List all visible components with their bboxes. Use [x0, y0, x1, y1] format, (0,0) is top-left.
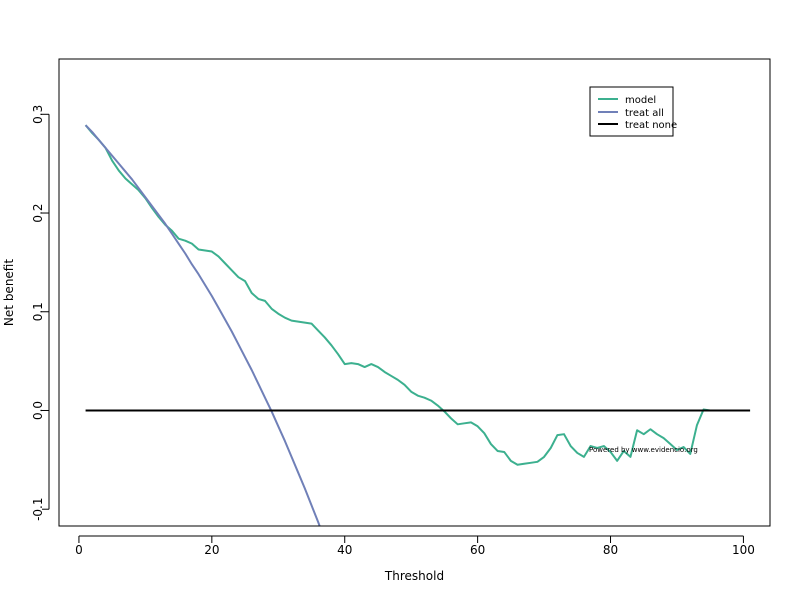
x-tick-label: 80 — [603, 543, 618, 557]
y-axis-title: Net benefit — [2, 259, 16, 326]
legend-label-treat-all: treat all — [625, 108, 664, 119]
series-layer — [84, 124, 751, 526]
x-tick-label: 20 — [204, 543, 219, 557]
legend: model treat all treat none — [589, 86, 677, 137]
legend-label-model: model — [625, 95, 656, 106]
x-tick-label: 60 — [470, 543, 485, 557]
x-tick-label: 40 — [337, 543, 352, 557]
plot-frame — [58, 58, 771, 527]
x-tick-label: 0 — [75, 543, 83, 557]
powered-by-annotation: Powered by www.evidencio.org — [589, 446, 698, 454]
y-tick-label: 0.0 — [31, 401, 45, 420]
x-axis-title: Threshold — [384, 569, 444, 583]
y-tick-label: 0.2 — [31, 203, 45, 222]
legend-label-treat-none: treat none — [625, 120, 677, 131]
y-axis: -0.1 0.0 0.1 0.2 0.3 — [31, 105, 50, 521]
series-line-model — [84, 124, 751, 466]
y-tick-label: -0.1 — [31, 498, 45, 521]
x-axis: 0 20 40 60 80 100 — [75, 535, 755, 557]
series-line-treat-all — [84, 124, 321, 526]
x-tick-label: 100 — [732, 543, 755, 557]
y-tick-label: 0.3 — [31, 105, 45, 124]
y-tick-label: 0.1 — [31, 302, 45, 321]
